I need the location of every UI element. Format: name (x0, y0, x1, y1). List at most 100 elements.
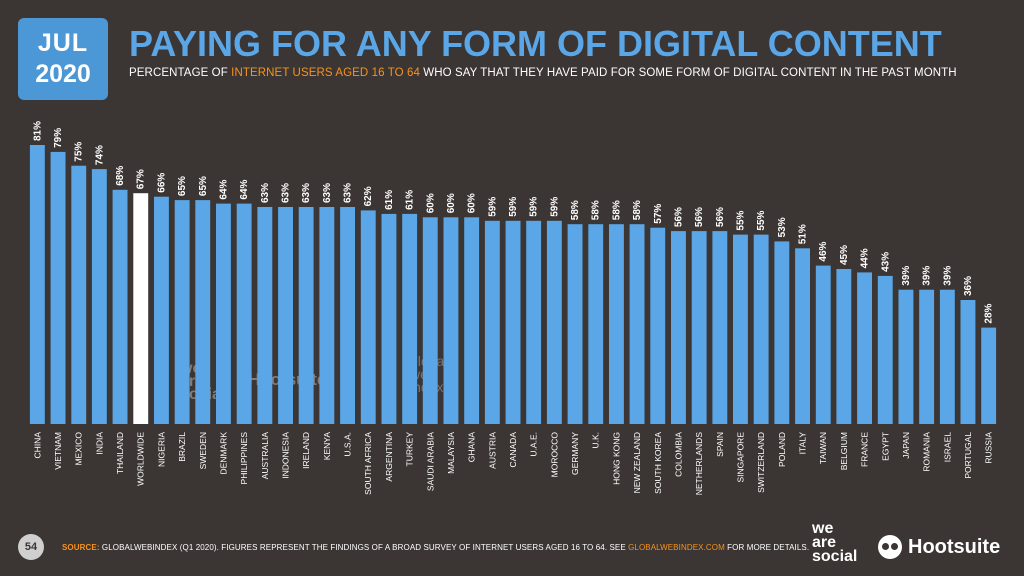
value-label: 63% (343, 183, 354, 203)
value-label: 39% (922, 266, 933, 286)
category-label: WORLDWIDE (136, 432, 146, 486)
value-label: 60% (425, 193, 436, 213)
value-label: 51% (798, 224, 809, 244)
bar-canada (505, 220, 521, 424)
category-label: ISRAEL (942, 432, 952, 463)
value-label: 59% (529, 197, 540, 217)
bar-colombia (671, 231, 686, 424)
value-label: 46% (818, 241, 829, 261)
value-label: 63% (301, 183, 312, 203)
category-label: MEXICO (74, 432, 84, 466)
bar-mexico (71, 165, 87, 424)
category-label: IRELAND (301, 432, 311, 469)
category-label: COLOMBIA (673, 432, 683, 477)
category-label: BELGIUM (839, 432, 849, 470)
page-number: 54 (18, 534, 44, 560)
category-label: CANADA (508, 432, 518, 468)
category-label: INDONESIA (281, 432, 291, 479)
value-label: 58% (632, 200, 643, 220)
value-label: 63% (281, 183, 292, 203)
value-label: 60% (446, 193, 457, 213)
footer: 54 SOURCE: GLOBALWEBINDEX (Q1 2020). FIG… (18, 532, 809, 562)
bar-romania (919, 289, 935, 424)
bar-kenya (319, 207, 335, 424)
bar-netherlands (691, 231, 707, 424)
bar-philippines (236, 203, 252, 424)
bar-germany (567, 224, 583, 424)
bar-israel (939, 289, 955, 424)
bar-south-korea (650, 227, 666, 424)
category-label: POLAND (777, 432, 787, 467)
value-label: 61% (405, 190, 416, 210)
value-label: 56% (673, 207, 684, 227)
value-label: 58% (570, 200, 581, 220)
bar-portugal (960, 300, 976, 424)
bar-denmark (216, 203, 231, 424)
bar-u-s-a (340, 207, 355, 424)
bar-argentina (381, 213, 397, 424)
value-label: 64% (239, 179, 250, 199)
value-label: 39% (901, 266, 912, 286)
category-label: SWEDEN (198, 432, 208, 469)
category-label: NEW ZEALAND (632, 432, 642, 493)
we-are-social-logo: we are social (812, 520, 860, 565)
hootsuite-logo-text: Hootsuite (908, 535, 1001, 558)
category-label: ITALY (798, 432, 808, 455)
bar-nigeria (154, 196, 169, 424)
bar-ireland (298, 207, 314, 424)
date-badge: JUL 2020 (18, 18, 108, 100)
value-label: 61% (384, 190, 395, 210)
value-label: 56% (715, 207, 726, 227)
bar-singapore (733, 234, 748, 424)
date-month: JUL (37, 29, 89, 57)
value-label: 65% (198, 176, 209, 196)
source-text: GLOBALWEBINDEX (Q1 2020). FIGURES REPRES… (99, 542, 629, 552)
bar-u-k (588, 224, 604, 424)
value-label: 59% (487, 197, 498, 217)
bar-chart: 81% CHINA 79% VIETNAM 75% MEXICO 74% INDIA 68% TH… (29, 121, 997, 495)
bar-turkey (402, 213, 418, 424)
bar-malaysia (443, 217, 459, 424)
page-subtitle: PERCENTAGE OF INTERNET USERS AGED 16 TO … (129, 67, 957, 79)
bar-india (91, 169, 107, 424)
bar-vietnam (50, 151, 66, 424)
subtitle-highlight: INTERNET USERS AGED 16 TO 64 (231, 67, 420, 79)
bar-hong-kong (609, 224, 624, 424)
value-label: 28% (984, 303, 995, 323)
category-label: MOROCCO (549, 432, 559, 478)
value-label: 79% (53, 128, 64, 148)
date-year: 2020 (35, 60, 91, 88)
value-label: 56% (694, 207, 705, 227)
source-link[interactable]: GLOBALWEBINDEX.COM (628, 542, 725, 552)
category-label: CHINA (32, 432, 42, 459)
value-label: 66% (156, 173, 167, 193)
category-label: ARGENTINA (384, 432, 394, 482)
bar-indonesia (278, 207, 293, 424)
value-label: 59% (549, 197, 560, 217)
category-label: AUSTRIA (487, 432, 497, 469)
value-label: 63% (260, 183, 271, 203)
bar-austria (484, 220, 500, 424)
logo-we: we (812, 520, 834, 537)
bar-poland (774, 241, 790, 424)
bar-brazil (174, 200, 190, 424)
value-label: 44% (860, 248, 871, 268)
bar-australia (257, 207, 273, 424)
value-label: 81% (32, 121, 43, 141)
category-label: GHANA (467, 432, 477, 463)
source-tail: FOR MORE DETAILS. (724, 542, 810, 552)
value-label: 36% (963, 276, 974, 296)
value-label: 55% (736, 210, 747, 230)
category-label: SINGAPORE (736, 432, 746, 483)
category-label: TAIWAN (818, 432, 828, 464)
category-label: PHILIPPINES (239, 432, 249, 485)
value-label: 68% (115, 166, 126, 186)
category-label: SPAIN (715, 432, 725, 457)
value-label: 53% (777, 217, 788, 237)
bar-ghana (464, 217, 480, 424)
category-label: U.S.A. (343, 432, 353, 457)
owl-icon (878, 535, 902, 559)
subtitle-post: WHO SAY THAT THEY HAVE PAID FOR SOME FOR… (419, 67, 957, 79)
bar-u-a-e (526, 220, 542, 424)
value-label: 39% (942, 266, 953, 286)
